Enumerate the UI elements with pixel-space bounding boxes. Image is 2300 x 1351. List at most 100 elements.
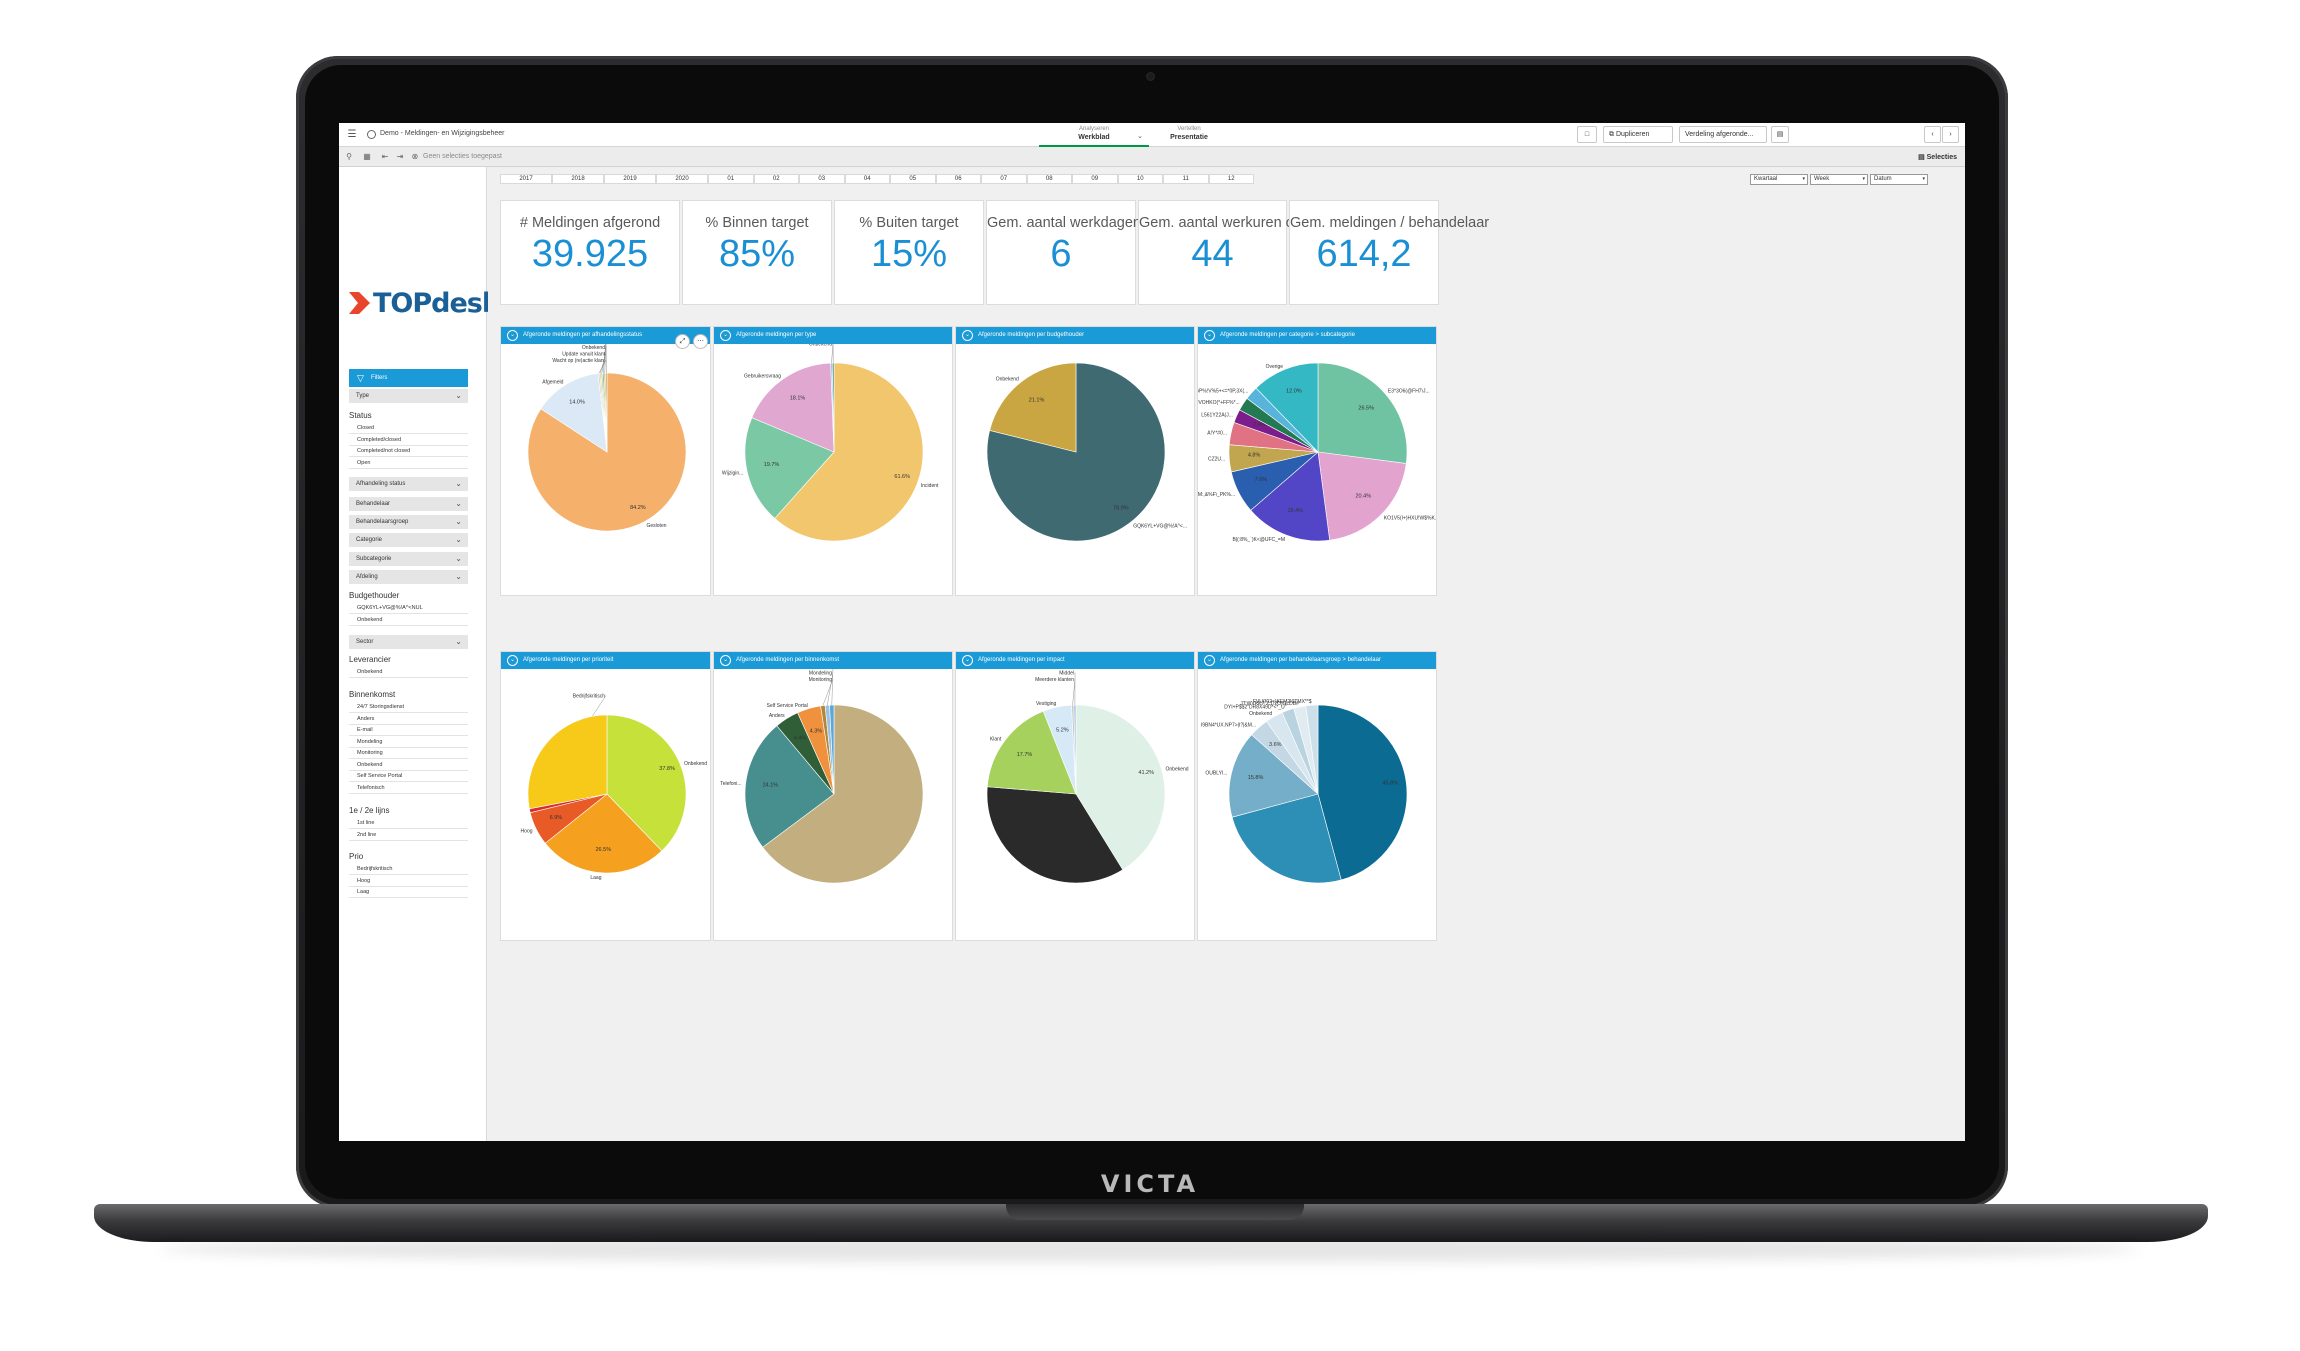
selections-tool-icon[interactable]: ▦: [363, 152, 371, 161]
pie-slice[interactable]: [605, 372, 608, 453]
time-select-1[interactable]: Week ▾: [1810, 174, 1868, 185]
filter-option[interactable]: 24/7 Storingsdienst: [349, 702, 468, 713]
pie-slice[interactable]: [744, 725, 835, 848]
chevron-down-icon[interactable]: ⌄: [507, 330, 518, 341]
chevron-down-icon[interactable]: ⌄: [507, 655, 518, 666]
filter-option[interactable]: Completed/closed: [349, 435, 468, 446]
dropdown-afhandeling-status[interactable]: Afhandeling status ⌄: [349, 477, 468, 491]
filter-option[interactable]: GQK6YL+VG@%!A^<NUL: [349, 603, 468, 614]
pie-slice[interactable]: [1073, 704, 1077, 795]
pie-slice[interactable]: [1228, 734, 1319, 818]
filter-option[interactable]: Telefonisch: [349, 783, 468, 794]
pie-slice[interactable]: [832, 362, 835, 453]
month-cell[interactable]: 02: [753, 174, 799, 184]
year-cell[interactable]: 2019: [604, 174, 656, 184]
chevron-down-icon[interactable]: ⌄: [1204, 330, 1215, 341]
dropdown-sector[interactable]: Sector ⌄: [349, 635, 468, 649]
year-cell[interactable]: 2018: [552, 174, 604, 184]
filter-option[interactable]: Hoog: [349, 876, 468, 887]
filter-option[interactable]: Onbekend: [349, 615, 468, 626]
pie-slice[interactable]: [986, 786, 1124, 884]
kpi-card[interactable]: Gem. aantal werkuren open 44: [1138, 200, 1318, 305]
filter-option[interactable]: Anders: [349, 714, 468, 725]
pie-slice[interactable]: [1255, 362, 1319, 453]
year-cell[interactable]: 2017: [500, 174, 552, 184]
filter-option[interactable]: 1st line: [349, 818, 468, 829]
kpi-card[interactable]: % Buiten target 15%: [834, 200, 984, 305]
chevron-down-icon[interactable]: ⌄: [1137, 133, 1143, 140]
selections-button[interactable]: ▤ Selecties: [1918, 153, 1957, 161]
kpi-card[interactable]: # Meldingen afgerond 39.925: [500, 200, 680, 305]
month-cell[interactable]: 11: [1163, 174, 1209, 184]
forward-step-icon[interactable]: ⇥: [396, 152, 404, 161]
pie-slice[interactable]: [829, 704, 835, 795]
tab-tell[interactable]: Vertellen Presentatie: [1149, 125, 1229, 147]
filter-option[interactable]: Monitoring: [349, 748, 468, 759]
chevron-down-icon[interactable]: ⌄: [720, 655, 731, 666]
kpi-card[interactable]: % Binnen target 85%: [682, 200, 832, 305]
filter-option[interactable]: Onbekend: [349, 760, 468, 771]
pie-slice[interactable]: [544, 793, 663, 874]
pie-slice[interactable]: [986, 710, 1077, 795]
chart-panel[interactable]: ⌄ Afgeronde meldingen per budgethouder 78.…: [955, 326, 1195, 596]
pie-slice[interactable]: [527, 714, 608, 810]
pie-slice[interactable]: [774, 362, 924, 542]
month-cell[interactable]: 08: [1026, 174, 1072, 184]
filter-option[interactable]: 2nd line: [349, 830, 468, 841]
filter-option[interactable]: Open: [349, 458, 468, 469]
chart-panel[interactable]: ⌄ Afgeronde meldingen per type 61.6% Incide…: [713, 326, 953, 596]
month-cell[interactable]: 07: [981, 174, 1027, 184]
filter-option[interactable]: E-mail: [349, 725, 468, 736]
pie-slice[interactable]: [762, 704, 924, 884]
month-cell[interactable]: 05: [890, 174, 936, 184]
month-cell[interactable]: 09: [1072, 174, 1118, 184]
chart-panel[interactable]: ⌄ Afgeronde meldingen per afhandelingssta…: [500, 326, 711, 596]
sheet-list-icon[interactable]: ▤: [1771, 126, 1789, 143]
dropdown-categorie[interactable]: Categorie ⌄: [349, 533, 468, 547]
filter-option[interactable]: Bedrijfskritisch: [349, 864, 468, 875]
year-cell[interactable]: 2020: [656, 174, 708, 184]
chevron-down-icon[interactable]: ⌄: [1204, 655, 1215, 666]
pie-slice[interactable]: [1317, 704, 1408, 881]
dropdown-type[interactable]: Type ⌄: [349, 389, 468, 403]
prev-sheet-button[interactable]: ‹: [1924, 126, 1941, 143]
dropdown-afdeling[interactable]: Afdeling ⌄: [349, 570, 468, 584]
month-cell[interactable]: 01: [708, 174, 754, 184]
pie-slice[interactable]: [606, 714, 687, 852]
chart-panel[interactable]: ⌄ Afgeronde meldingen per binnenkomst 24.1…: [713, 651, 953, 941]
pie-slice[interactable]: [1250, 451, 1331, 542]
kpi-card[interactable]: Gem. meldingen / behandelaar 614,2: [1289, 200, 1489, 305]
pie-slice[interactable]: [1317, 362, 1408, 464]
pie-slice[interactable]: [751, 362, 835, 453]
dropdown-subcategorie[interactable]: Subcategorie ⌄: [349, 552, 468, 566]
time-select-2[interactable]: Datum ▾: [1870, 174, 1928, 185]
month-cell[interactable]: 10: [1117, 174, 1163, 184]
sheet-selector[interactable]: Verdeling afgeronde...: [1679, 126, 1767, 143]
time-select-0[interactable]: Kwartaal ▾: [1750, 174, 1808, 185]
pie-slice[interactable]: [989, 362, 1077, 453]
more-options-icon[interactable]: ⋯: [693, 334, 708, 349]
pie-slice[interactable]: [540, 373, 608, 453]
clear-selections-icon[interactable]: ⊗: [411, 152, 419, 161]
expand-icon[interactable]: ⤢: [675, 334, 690, 349]
month-cell[interactable]: 06: [935, 174, 981, 184]
tab-analyze[interactable]: Analyseren Werkblad ⌄: [1039, 125, 1149, 147]
pie-slice[interactable]: [1317, 451, 1407, 541]
bookmark-button[interactable]: □: [1577, 126, 1597, 143]
chart-panel[interactable]: ⌄ Afgeronde meldingen per categorie > sub…: [1197, 326, 1437, 596]
month-cell[interactable]: 12: [1208, 174, 1254, 184]
chevron-down-icon[interactable]: ⌄: [962, 330, 973, 341]
next-sheet-button[interactable]: ›: [1942, 126, 1959, 143]
filter-option[interactable]: Onbekend: [349, 667, 468, 678]
filter-option[interactable]: Self Service Portal: [349, 771, 468, 782]
filter-option[interactable]: Completed/not closed: [349, 446, 468, 457]
chevron-down-icon[interactable]: ⌄: [720, 330, 731, 341]
chart-panel[interactable]: ⌄ Afgeronde meldingen per impact 41.2% Onbe…: [955, 651, 1195, 941]
smart-search-icon[interactable]: ⚲: [346, 152, 352, 161]
chart-panel[interactable]: ⌄ Afgeronde meldingen per prioriteit 37.8%…: [500, 651, 711, 941]
back-step-icon[interactable]: ⇤: [381, 152, 389, 161]
pie-slice[interactable]: [1075, 704, 1166, 871]
month-cell[interactable]: 03: [799, 174, 845, 184]
month-cell[interactable]: 04: [844, 174, 890, 184]
chart-panel[interactable]: ⌄ Afgeronde meldingen per behandelaarsgro…: [1197, 651, 1437, 941]
